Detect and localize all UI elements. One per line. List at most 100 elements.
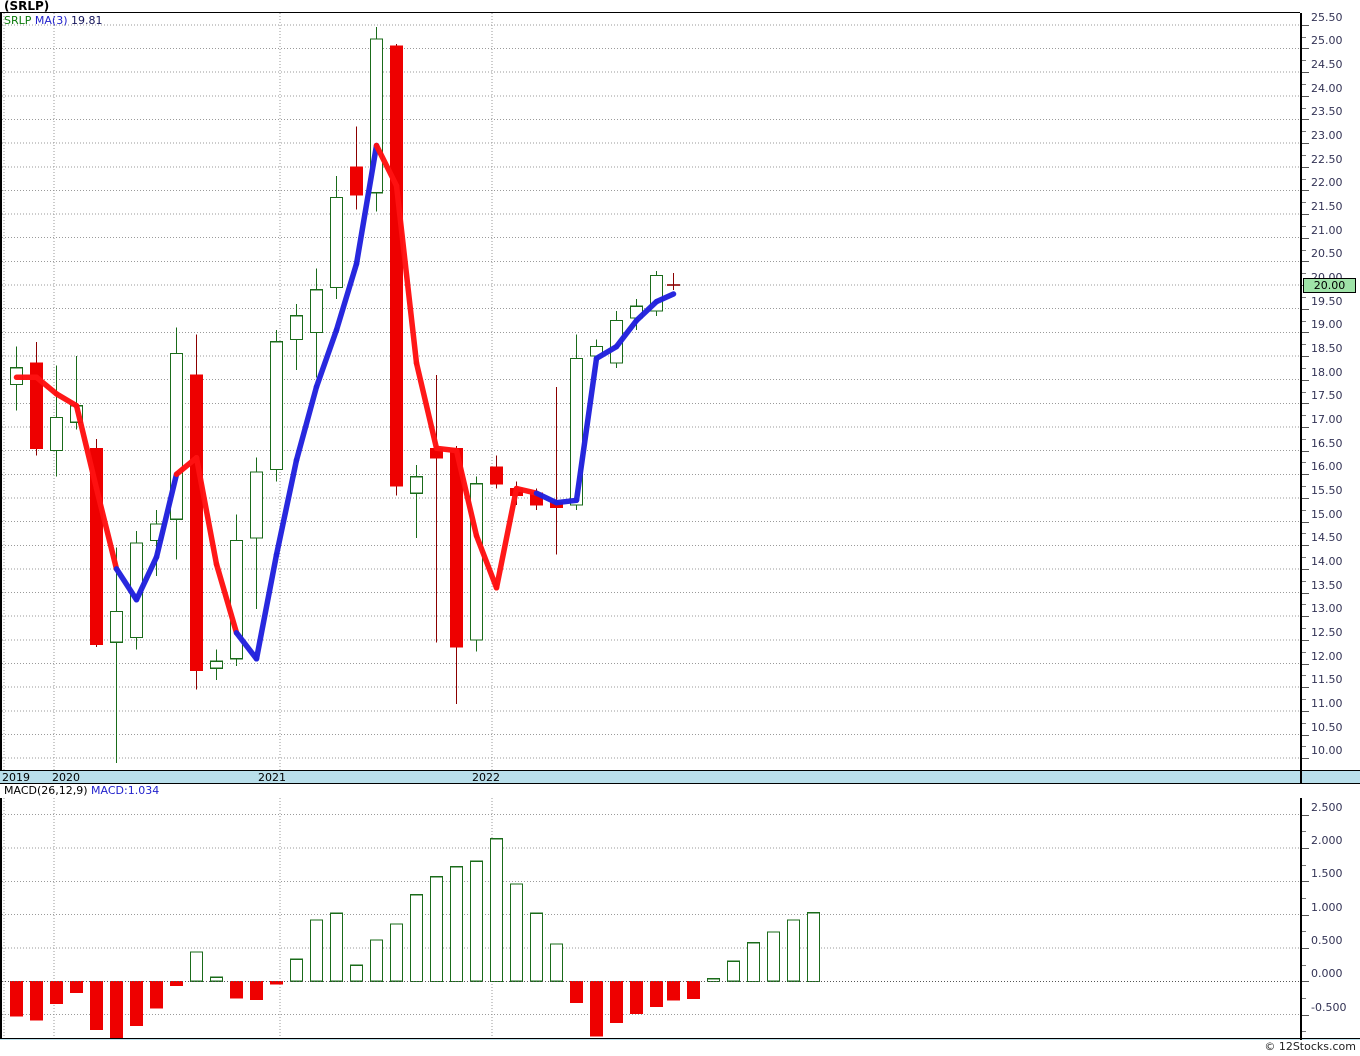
- candle-body-up: [309, 289, 324, 333]
- macd-bar-positive: [349, 964, 364, 982]
- tick-mark-minor: [1302, 998, 1306, 999]
- candlestick[interactable]: [430, 374, 443, 643]
- candle-body-down: [390, 45, 403, 487]
- legend-symbol: SRLP: [4, 14, 32, 27]
- candlestick[interactable]: [450, 445, 463, 704]
- candle-body-down: [190, 374, 203, 672]
- tick-mark: [1302, 948, 1309, 949]
- tick-mark: [1302, 261, 1309, 263]
- tick-label: 1.500: [1311, 867, 1343, 881]
- tick-label: -0.500: [1311, 1000, 1347, 1014]
- tick-mark-minor: [1302, 415, 1306, 417]
- ma3-segment-rising: [133, 554, 160, 603]
- tick-mark-minor: [1302, 964, 1306, 966]
- candle-body-up: [409, 476, 424, 494]
- tick-label: 0.500: [1311, 934, 1343, 947]
- macd-bar-negative: [590, 980, 603, 1037]
- ma3-segment-rising: [613, 317, 640, 350]
- candlestick[interactable]: [190, 334, 203, 690]
- tick-mark: [1302, 497, 1309, 499]
- tick-label: 11.50: [1311, 673, 1343, 687]
- legend-indicator: MA(3): [34, 14, 68, 27]
- candlestick[interactable]: [667, 273, 680, 290]
- candlestick[interactable]: [49, 365, 64, 477]
- tick-mark-minor: [1302, 486, 1306, 488]
- tick-mark: [1302, 881, 1309, 883]
- ma3-segment-rising: [293, 384, 320, 463]
- tick-mark: [1302, 24, 1309, 26]
- macd-bar-positive: [746, 942, 761, 982]
- tick-mark: [1302, 616, 1309, 618]
- tick-mark: [1302, 592, 1309, 594]
- tick-mark-minor: [1302, 273, 1306, 275]
- macd-bar-negative: [10, 980, 23, 1017]
- tick-label: 12.50: [1311, 625, 1343, 639]
- tick-mark: [1302, 95, 1309, 97]
- candlestick[interactable]: [350, 126, 363, 210]
- tick-mark: [1302, 119, 1309, 121]
- candlestick[interactable]: [490, 455, 503, 489]
- ma3-segment-rising: [353, 142, 380, 267]
- candlestick[interactable]: [229, 514, 244, 666]
- tick-label: 18.50: [1311, 342, 1343, 356]
- candlestick[interactable]: [409, 464, 424, 539]
- tick-mark: [1302, 687, 1309, 689]
- tick-mark-minor: [1302, 320, 1306, 322]
- candlestick[interactable]: [309, 268, 324, 378]
- tick-mark-minor: [1302, 202, 1306, 204]
- candle-body-down: [490, 466, 503, 485]
- candlestick[interactable]: [129, 531, 144, 650]
- candlestick[interactable]: [169, 327, 184, 560]
- footer: © 12Stocks.com: [0, 1040, 1360, 1056]
- tick-mark-minor: [1302, 533, 1306, 535]
- candle-body-up: [269, 341, 284, 471]
- tick-mark: [1302, 914, 1309, 916]
- macd-bar-negative: [170, 980, 183, 986]
- macd-bar-negative: [650, 980, 663, 1008]
- tick-mark-minor: [1302, 178, 1306, 180]
- macd-bar-positive: [209, 976, 224, 982]
- macd-bar-positive: [529, 912, 544, 982]
- tick-label: 0.000: [1311, 967, 1343, 981]
- macd-chart-panel[interactable]: [0, 798, 1300, 1038]
- candlestick[interactable]: [30, 341, 43, 456]
- tick-mark: [1302, 450, 1309, 452]
- candlestick[interactable]: [329, 176, 344, 300]
- tick-mark-minor: [1302, 438, 1306, 440]
- candlestick[interactable]: [269, 330, 284, 482]
- candlestick[interactable]: [390, 43, 403, 496]
- copyright-label: © 12Stocks.com: [1264, 1040, 1356, 1053]
- tick-mark-minor: [1302, 604, 1306, 606]
- price-date-axis-cap: [1300, 770, 1360, 784]
- tick-label: 21.00: [1311, 223, 1343, 237]
- candlestick[interactable]: [469, 476, 484, 652]
- price-chart-panel[interactable]: [0, 13, 1300, 770]
- candle-body-up: [289, 315, 304, 341]
- tick-label: 20.50: [1311, 247, 1343, 261]
- candlestick[interactable]: [249, 457, 264, 610]
- candlestick[interactable]: [209, 649, 224, 681]
- tick-label: 16.00: [1311, 460, 1343, 474]
- candlestick[interactable]: [609, 311, 624, 368]
- tick-label: 25.00: [1311, 34, 1343, 48]
- tick-mark: [1302, 166, 1309, 168]
- tick-mark: [1302, 639, 1309, 641]
- ma3-segment-rising: [593, 343, 620, 362]
- tick-mark-minor: [1302, 931, 1306, 933]
- tick-mark: [1302, 758, 1309, 760]
- candlestick[interactable]: [289, 304, 304, 371]
- tick-label: 1.000: [1311, 900, 1343, 914]
- tick-mark-minor: [1302, 651, 1306, 653]
- macd-bar-negative: [50, 980, 63, 1004]
- ma3-segment-falling: [513, 485, 540, 496]
- macd-bar-positive: [369, 939, 384, 982]
- macd-legend-value: MACD:1.034: [91, 784, 160, 797]
- ma3-segment-falling: [373, 142, 400, 189]
- ma3-segment-falling: [473, 533, 500, 591]
- macd-bar-negative: [667, 980, 680, 1001]
- candlestick[interactable]: [550, 386, 563, 555]
- macd-bar-negative: [630, 980, 643, 1014]
- candlestick[interactable]: [109, 547, 124, 763]
- macd-bar-negative: [70, 980, 83, 994]
- macd-bar-positive: [429, 876, 444, 982]
